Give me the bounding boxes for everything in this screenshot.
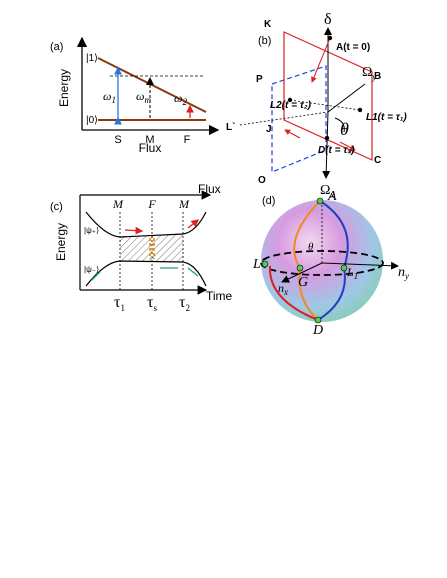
- panel-label: (d): [262, 195, 275, 207]
- arrow: [91, 271, 101, 281]
- omega-label: ω2: [174, 91, 187, 107]
- omega-label: ωm: [136, 89, 151, 105]
- ny-axis: [321, 261, 399, 270]
- path-arrow: [339, 141, 356, 151]
- omega-label: ω1: [103, 89, 116, 105]
- axis-label: nx: [278, 281, 288, 297]
- axis-label: δ: [324, 11, 332, 28]
- red-plane: [283, 31, 373, 161]
- omega-y-axis: [327, 83, 366, 113]
- path-arrow: [311, 37, 331, 83]
- path-arrow: [284, 129, 301, 139]
- upper-level: [85, 211, 207, 238]
- x-tick-label: M: [145, 134, 154, 146]
- flux-tick-label: M: [178, 197, 190, 211]
- arrow: [187, 267, 199, 277]
- panel-a: (a) Energy Flux |1⟩ |0⟩ ω1 ωm ω2 S M F: [50, 36, 220, 155]
- x-tick-label: F: [184, 134, 191, 146]
- point-label: P: [256, 74, 263, 85]
- axis-label: Flux: [198, 182, 221, 196]
- angle-label: θ: [340, 119, 349, 139]
- hatched-region: [120, 234, 183, 262]
- red-path: [268, 265, 319, 321]
- panel-c: (c) Flux Time Energy M F M |ψ₊⟩ |ψ₋⟩ τ1 …: [50, 182, 233, 313]
- time-tick-label: τ1: [114, 294, 125, 313]
- arrow: [124, 226, 144, 235]
- l-line: [239, 111, 329, 126]
- omega-x-axis: [322, 111, 331, 179]
- flux-tick-label: M: [112, 197, 124, 211]
- nx-axis: [281, 262, 323, 283]
- point: [324, 135, 330, 141]
- x-tick-label: S: [114, 134, 121, 146]
- angle-label: θ: [308, 241, 314, 253]
- state-label: |ψ₋⟩: [84, 265, 99, 274]
- point: [296, 264, 304, 272]
- state-label: |ψ₊⟩: [84, 226, 99, 235]
- panel-label: (a): [50, 41, 63, 53]
- state-label: |0⟩: [86, 115, 98, 126]
- angle-arc: [334, 117, 345, 133]
- x-label: Flux: [139, 141, 162, 155]
- panel-d: (d) A θ L' G L1 nx ny D: [252, 189, 409, 338]
- point-label: B: [374, 71, 381, 82]
- lower-level: [85, 260, 207, 287]
- time-tick-label: τs: [147, 294, 157, 313]
- axis-label: Time: [206, 289, 233, 303]
- axis-label: ny: [398, 265, 409, 281]
- y-label: Energy: [54, 223, 68, 261]
- point-label: A: [327, 189, 337, 204]
- point-label: A(t = 0): [336, 42, 370, 53]
- point: [340, 264, 348, 272]
- axis-label: Ωx: [320, 183, 334, 200]
- flux-tick-label: F: [147, 197, 156, 211]
- point: [327, 35, 333, 41]
- point-label: L2(t = τ₂): [270, 100, 312, 111]
- point: [357, 107, 363, 113]
- point-label: L1: [346, 265, 358, 281]
- point-label: K: [264, 19, 272, 30]
- panel-label: (c): [50, 201, 63, 213]
- point-label: G: [298, 275, 308, 290]
- time-tick-label: τ2: [179, 294, 190, 313]
- point-label: D(t = τₛ): [318, 145, 355, 156]
- point-label: J: [266, 124, 272, 135]
- point-label: D: [312, 323, 323, 338]
- point: [314, 316, 322, 324]
- blue-plane: [271, 65, 327, 173]
- panel-b: (b) K δ A(t = 0) B Ωy P L2(t = τ₂) J L1(…: [226, 11, 407, 200]
- axis-label: Ωy: [362, 65, 376, 82]
- point-label: L1(t = τ₁): [366, 112, 407, 123]
- point: [261, 260, 269, 268]
- arrow: [187, 219, 200, 229]
- point: [316, 197, 324, 205]
- y-label: Energy: [57, 69, 71, 107]
- point-label: O: [258, 175, 266, 186]
- panel-label: (b): [258, 35, 271, 47]
- point-label: L`: [226, 122, 235, 133]
- point-label: C: [374, 155, 381, 166]
- point: [287, 97, 293, 103]
- point-label: L': [252, 257, 265, 272]
- state-label: |1⟩: [86, 53, 98, 64]
